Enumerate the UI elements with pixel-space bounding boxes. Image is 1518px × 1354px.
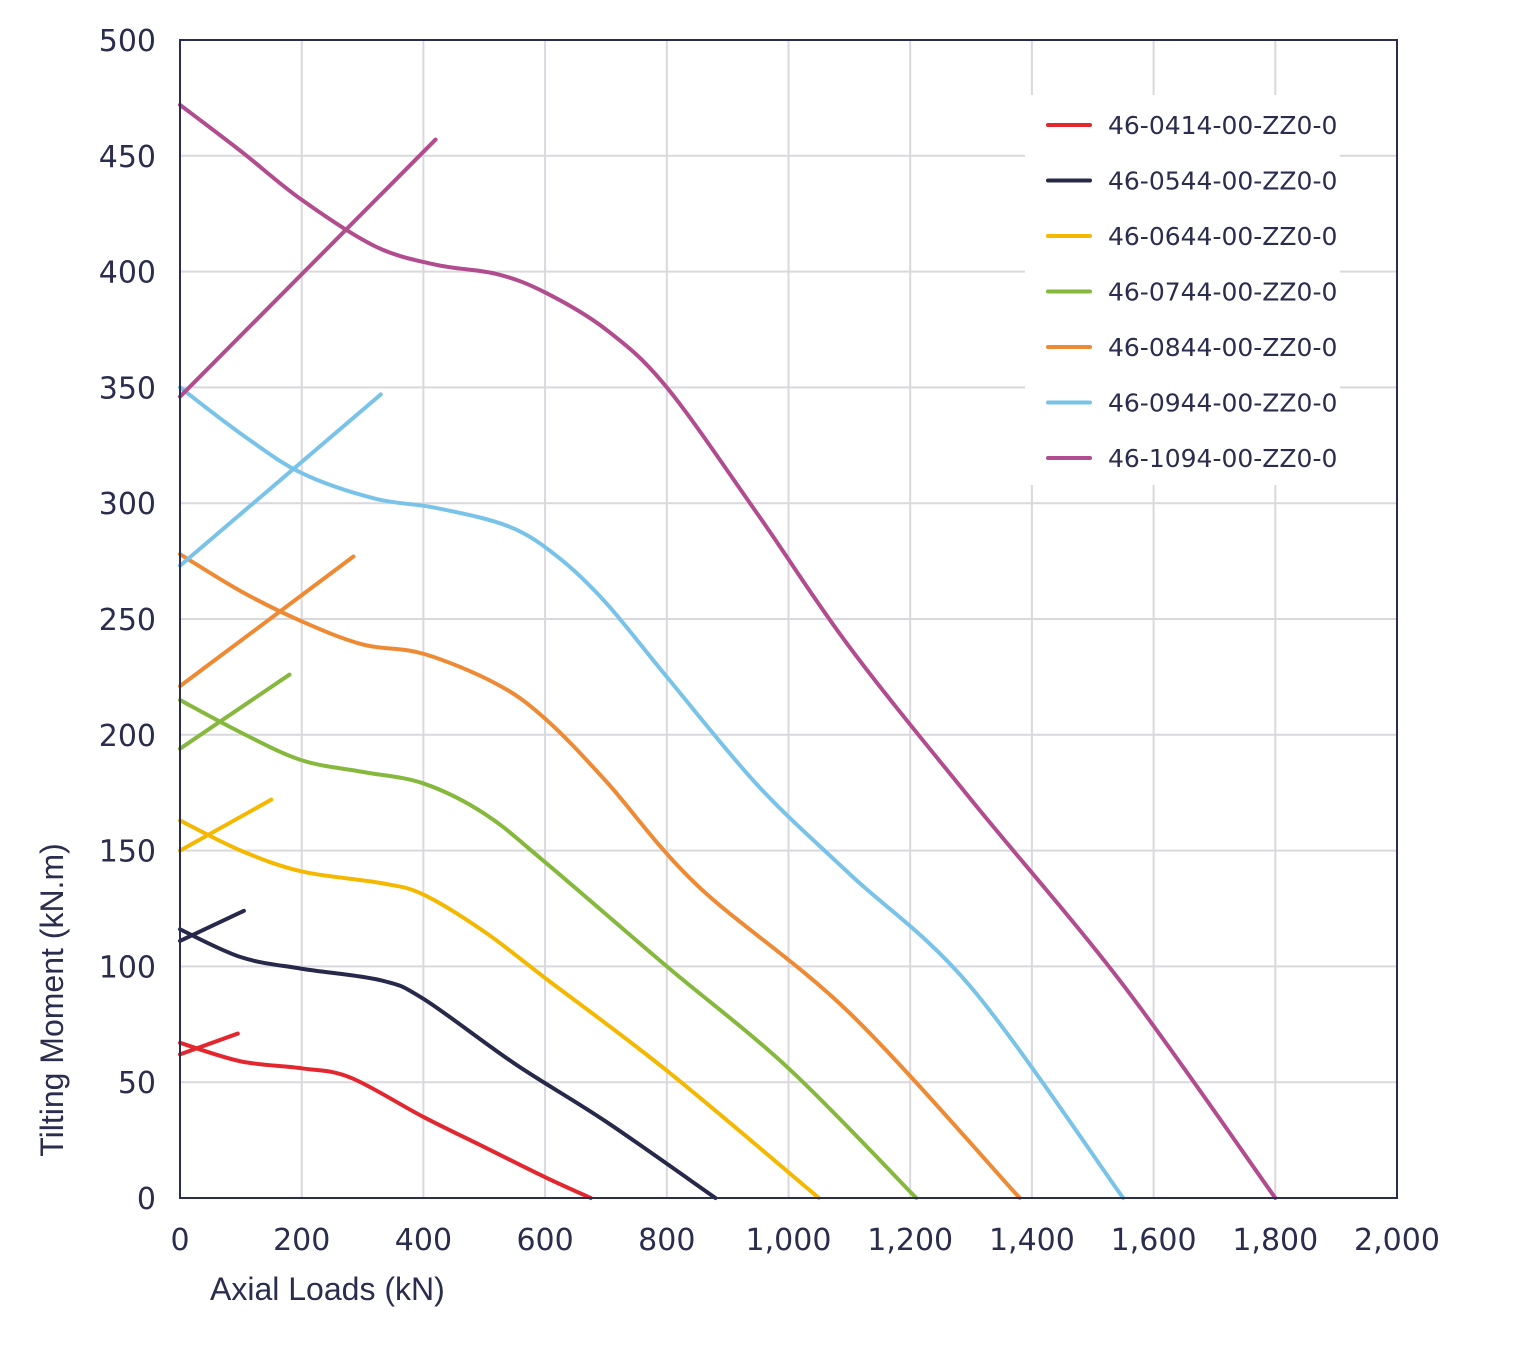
y-tick-label: 500 — [99, 24, 156, 59]
series-curve-46-0844-00-ZZ0-0 — [178, 552, 1022, 1200]
x-tick-label: 200 — [273, 1223, 330, 1258]
legend-label: 46-1094-00-ZZ0-0 — [1108, 444, 1337, 473]
y-tick-label: 400 — [99, 256, 156, 291]
series-limit-line-46-0944-00-ZZ0-0 — [178, 392, 383, 568]
x-tick-label: 0 — [170, 1223, 189, 1258]
series-curve-46-0944-00-ZZ0-0 — [178, 385, 1126, 1200]
x-axis-ticks: 0 200 400 600 800 1,000 1,200 1,400 1,600 1,800 2,… — [170, 1223, 1439, 1258]
legend-label: 46-0644-00-ZZ0-0 — [1108, 222, 1337, 251]
y-axis-ticks: 0 50 100 150 200 250 300 350 400 450 500 — [99, 24, 156, 1217]
y-tick-label: 150 — [99, 835, 156, 870]
series-curve-46-1094-00-ZZ0-0 — [178, 102, 1278, 1200]
y-tick-label: 200 — [99, 719, 156, 754]
x-tick-label: 1,000 — [746, 1223, 832, 1258]
series-limit-line-46-1094-00-ZZ0-0 — [178, 137, 438, 399]
legend-label: 46-0544-00-ZZ0-0 — [1108, 167, 1337, 196]
series-curve-46-0414-00-ZZ0-0 — [178, 1040, 593, 1200]
series-limit-line-46-0644-00-ZZ0-0 — [178, 797, 274, 853]
series-limit-line-46-0844-00-ZZ0-0 — [178, 554, 356, 689]
y-tick-label: 300 — [99, 487, 156, 522]
y-axis-title: Tilting Moment (kN.m) — [34, 843, 70, 1157]
series-limit-line-46-0544-00-ZZ0-0 — [178, 908, 246, 943]
y-tick-label: 450 — [99, 140, 156, 175]
plot-area-frame — [179, 39, 1398, 1199]
x-tick-label: 600 — [516, 1223, 573, 1258]
x-tick-label: 1,200 — [867, 1223, 953, 1258]
y-tick-label: 0 — [137, 1182, 156, 1217]
y-tick-label: 350 — [99, 371, 156, 406]
x-tick-label: 800 — [638, 1223, 695, 1258]
x-axis-title: Axial Loads (kN) — [210, 1271, 445, 1307]
legend: 46-0414-00-ZZ0-0 46-0544-00-ZZ0-0 46-0644-… — [1025, 95, 1340, 485]
x-tick-label: 1,600 — [1111, 1223, 1197, 1258]
series-layer — [178, 102, 1278, 1200]
x-tick-label: 2,000 — [1354, 1223, 1440, 1258]
series-curve-46-0744-00-ZZ0-0 — [178, 698, 919, 1200]
series-curve-46-0644-00-ZZ0-0 — [178, 818, 821, 1200]
x-tick-label: 1,800 — [1232, 1223, 1318, 1258]
series-limit-line-46-0414-00-ZZ0-0 — [178, 1031, 240, 1057]
legend-label: 46-0944-00-ZZ0-0 — [1108, 389, 1337, 418]
x-tick-label: 1,400 — [989, 1223, 1075, 1258]
legend-label: 46-0844-00-ZZ0-0 — [1108, 333, 1337, 362]
y-tick-label: 50 — [118, 1066, 156, 1101]
series-curve-46-0544-00-ZZ0-0 — [178, 927, 718, 1200]
y-tick-label: 100 — [99, 950, 156, 985]
y-tick-label: 250 — [99, 603, 156, 638]
x-tick-label: 400 — [395, 1223, 452, 1258]
legend-label: 46-0744-00-ZZ0-0 — [1108, 278, 1337, 307]
series-limit-line-46-0744-00-ZZ0-0 — [178, 672, 292, 751]
legend-label: 46-0414-00-ZZ0-0 — [1108, 111, 1337, 140]
